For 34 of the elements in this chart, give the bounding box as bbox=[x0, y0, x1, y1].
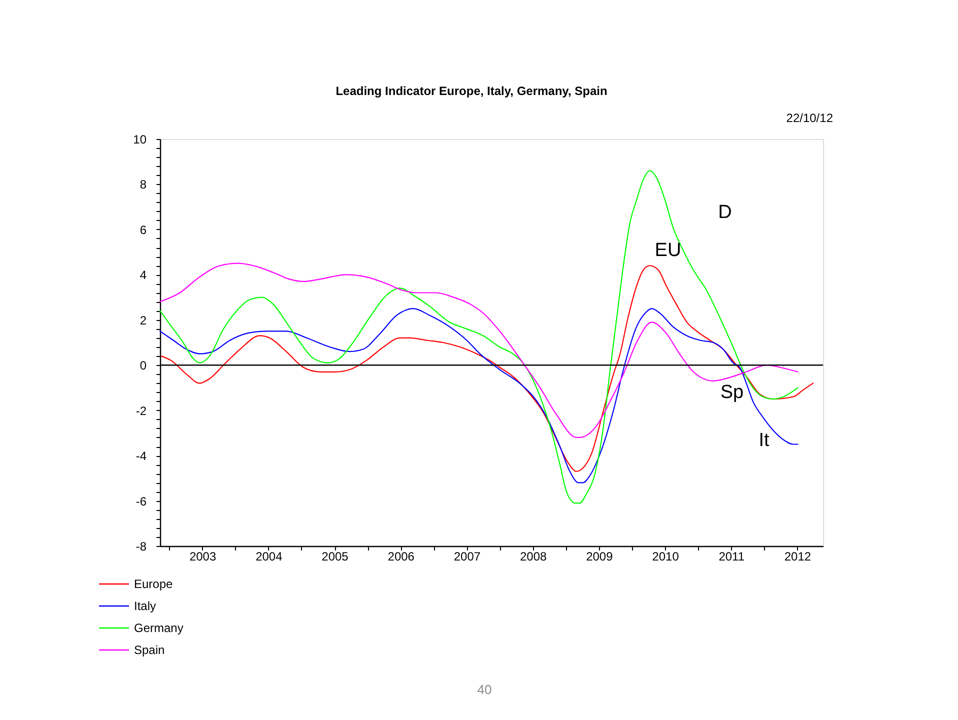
x-tick-label: 2005 bbox=[322, 550, 349, 564]
annotation: D bbox=[718, 202, 732, 223]
y-tick-label: 8 bbox=[140, 178, 147, 192]
y-tick-label: -2 bbox=[136, 404, 147, 418]
x-tick-label: 2008 bbox=[520, 550, 547, 564]
x-tick-label: 2010 bbox=[652, 550, 680, 564]
x-tick-label: 2009 bbox=[586, 550, 614, 564]
chart-subtitle: 22/10/12 bbox=[786, 111, 834, 125]
line-series bbox=[159, 308, 798, 484]
legend-label: Italy bbox=[134, 599, 156, 613]
x-tick-label: 2011 bbox=[718, 550, 745, 564]
annotation: EU bbox=[654, 240, 682, 261]
x-tick-label: 2004 bbox=[256, 550, 283, 564]
line-series bbox=[159, 170, 798, 504]
text: 40 bbox=[477, 682, 492, 697]
x-tick-label: 2012 bbox=[784, 550, 812, 564]
legend-label: Spain bbox=[134, 643, 165, 657]
y-tick-label: -8 bbox=[136, 540, 147, 554]
legend-label: Europe bbox=[134, 577, 174, 591]
y-tick-label: 2 bbox=[140, 313, 147, 328]
y-tick-label: 6 bbox=[140, 222, 147, 237]
y-tick-label: -4 bbox=[136, 449, 147, 464]
line-series bbox=[160, 265, 814, 472]
annotation: Sp bbox=[720, 382, 744, 403]
x-tick-label: 2003 bbox=[189, 550, 216, 564]
legend-label: Germany bbox=[134, 621, 184, 635]
y-tick-label: 4 bbox=[140, 268, 147, 282]
y-tick-label: 10 bbox=[133, 132, 147, 146]
annotation: It bbox=[758, 430, 770, 451]
y-tick-label: -6 bbox=[136, 494, 147, 508]
x-tick-label: 2007 bbox=[454, 550, 481, 564]
chart-title: Leading Indicator Europe, Italy, Germany, Spain bbox=[336, 84, 608, 98]
y-tick-label: 0 bbox=[140, 358, 147, 373]
x-tick-label: 2006 bbox=[388, 550, 415, 564]
